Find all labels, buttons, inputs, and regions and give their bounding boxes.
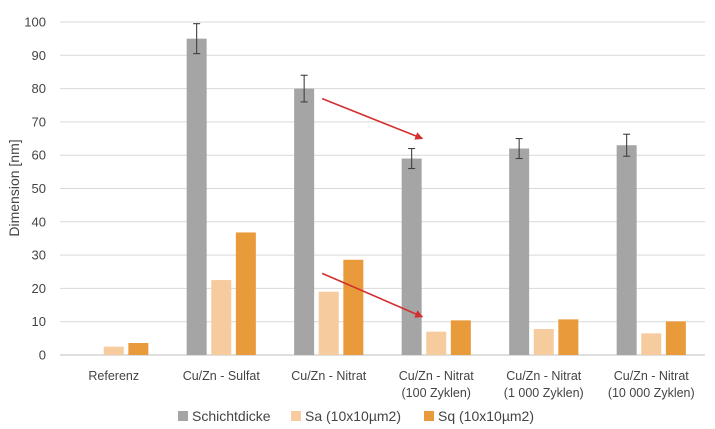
x-tick-label: Cu/Zn - Nitrat: [399, 369, 475, 383]
x-tick-label: (1 000 Zyklen): [504, 386, 584, 400]
bar-sq: [665, 321, 686, 355]
error-bars: [193, 23, 631, 170]
y-tick-label: 50: [32, 181, 46, 196]
x-tick-label: (100 Zyklen): [402, 386, 471, 400]
y-axis-ticks: 0 10 20 30 40 50 60 70 80 90 100: [24, 15, 46, 363]
bar-sq: [558, 319, 579, 355]
bar-sa: [103, 346, 124, 355]
legend-label: Schichtdicke: [192, 408, 271, 424]
bar-sa: [318, 291, 339, 355]
y-tick-label: 0: [39, 348, 46, 363]
legend: Schichtdicke Sa (10x10µm2) Sq (10x10µm2): [178, 408, 534, 424]
legend-label: Sa (10x10µm2): [305, 408, 401, 424]
annotation-arrow: [321, 97, 424, 140]
bar-sq: [128, 343, 149, 355]
bar-sa: [211, 280, 232, 355]
legend-swatch: [178, 411, 188, 421]
bar-sq: [450, 320, 471, 355]
x-tick-label: Cu/Zn - Nitrat: [291, 369, 367, 383]
bars: [103, 38, 686, 356]
legend-swatch: [291, 411, 301, 421]
error-bar: [300, 74, 308, 103]
bar-sa: [533, 329, 554, 355]
error-bar: [623, 133, 631, 157]
y-tick-label: 20: [32, 281, 46, 296]
y-tick-label: 90: [32, 48, 46, 63]
y-tick-label: 40: [32, 214, 46, 229]
x-axis-labels: Referenz Cu/Zn - Sulfat Cu/Zn - Nitrat Cu/Z…: [88, 369, 694, 400]
bar-schichtdicke: [294, 88, 315, 355]
x-tick-label: Cu/Zn - Nitrat: [506, 369, 582, 383]
x-tick-label: Cu/Zn - Sulfat: [183, 369, 261, 383]
y-tick-label: 10: [32, 314, 46, 329]
annotation-arrows: [321, 97, 424, 318]
x-tick-label: Referenz: [88, 369, 139, 383]
gridlines: [60, 21, 705, 356]
x-tick-label: (10 000 Zyklen): [608, 386, 695, 400]
y-tick-label: 80: [32, 81, 46, 96]
y-tick-label: 60: [32, 148, 46, 163]
bar-schichtdicke: [401, 158, 422, 355]
bar-sa: [426, 331, 447, 355]
bar-schichtdicke: [509, 148, 530, 355]
annotation-arrow: [321, 272, 424, 318]
y-tick-label: 100: [24, 15, 46, 30]
error-bar: [193, 23, 201, 55]
bar-sq: [343, 259, 364, 355]
bar-sq: [235, 232, 256, 355]
bar-sa: [641, 333, 662, 355]
legend-swatch: [424, 411, 434, 421]
y-tick-label: 30: [32, 248, 46, 263]
legend-label: Sq (10x10µm2): [438, 408, 534, 424]
y-tick-label: 70: [32, 114, 46, 129]
x-tick-label: Cu/Zn - Nitrat: [614, 369, 690, 383]
bar-schichtdicke: [616, 145, 637, 355]
bar-schichtdicke: [186, 38, 207, 356]
error-bar: [515, 138, 523, 160]
y-axis-label: Dimension [nm]: [6, 139, 22, 236]
error-bar: [408, 147, 416, 170]
